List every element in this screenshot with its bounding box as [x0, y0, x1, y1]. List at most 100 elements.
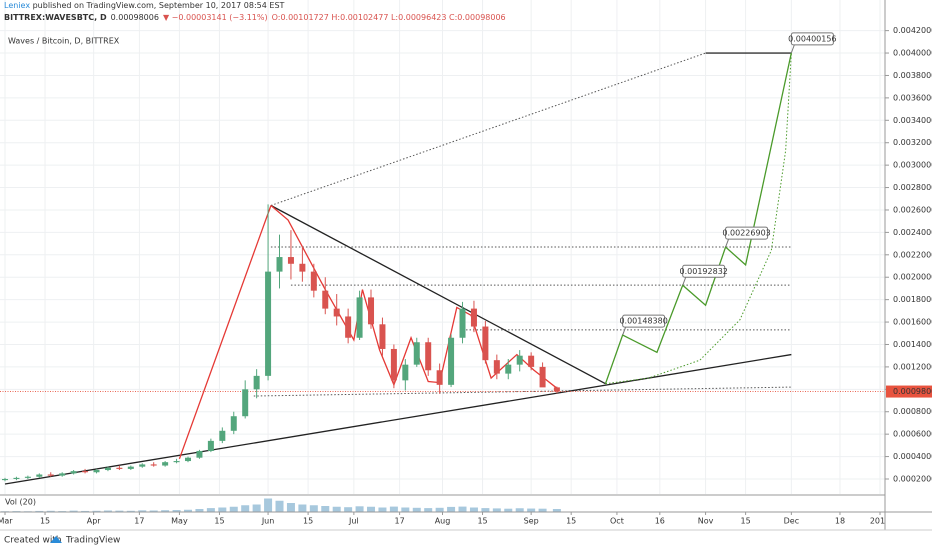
volume-bar [195, 509, 204, 512]
y-tick-label: 0.00260000 [893, 205, 932, 214]
candle-body [230, 416, 237, 431]
candle-body [162, 462, 169, 466]
ohlc: O:0.00101727 H:0.00102477 L:0.00096423 C… [272, 13, 506, 22]
candle-body [322, 290, 329, 309]
x-tick-label: 16 [655, 517, 665, 526]
candle-body [505, 364, 512, 374]
candle-body [173, 461, 180, 463]
y-tick-label: 0.00020000 [893, 474, 932, 483]
x-tick-label: 15 [741, 517, 751, 526]
candle-body [299, 263, 306, 272]
candle-body [448, 337, 455, 385]
volume-label: Vol (20) [5, 498, 36, 507]
footer-logo [50, 536, 62, 543]
candle-body [345, 316, 352, 338]
footer-brand[interactable]: TradingView [65, 536, 120, 546]
chart-title: Waves / Bitcoin, D, BITTREX [8, 37, 120, 46]
y-tick-label: 0.00280000 [893, 183, 932, 192]
y-tick-label: 0.00040000 [893, 452, 932, 461]
volume-bar [46, 510, 55, 512]
volume-bar [252, 504, 261, 512]
volume-bar [92, 510, 101, 512]
header-line-2: BITTREX:WAVESBTC, D 0.00098006 ▼ −0.000031… [4, 13, 506, 22]
volume-bar [355, 506, 364, 512]
candle-body [310, 271, 317, 291]
x-tick-label: Jul [348, 517, 359, 526]
volume-bar [275, 500, 284, 512]
volume-bar [206, 508, 215, 512]
drawing-line [253, 386, 792, 397]
publisher[interactable]: Leniex [4, 1, 30, 10]
candle-body [59, 473, 66, 476]
candle-body [436, 370, 443, 385]
candle-body [528, 355, 535, 367]
y-tick-label: 0.00160000 [893, 318, 932, 327]
y-tick-label: 0.00400000 [893, 49, 932, 58]
price-tag-label: 0.00098006 [893, 387, 932, 396]
volume-bar [424, 508, 433, 512]
candle-body [493, 360, 500, 374]
candle-body [390, 348, 397, 381]
candle-body [287, 257, 294, 264]
volume-bar [538, 508, 547, 512]
volume-bar [69, 510, 78, 512]
callout-label: 0.00192832 [680, 267, 728, 276]
callout-box [622, 314, 666, 328]
volume-bar [504, 508, 513, 512]
callout-label: 0.00148380 [619, 317, 667, 326]
candle-body [368, 297, 375, 325]
x-tick-label: 15 [566, 517, 576, 526]
volume-bar [469, 507, 478, 512]
volume-bar [115, 510, 124, 512]
y-tick-label: 0.00320000 [893, 138, 932, 147]
candle-body [379, 324, 386, 349]
candle-body [276, 257, 283, 272]
x-tick-label: 18 [835, 517, 845, 526]
y-tick-label: 0.00360000 [893, 93, 932, 102]
candle-body [196, 450, 203, 458]
x-tick-label: Aug [435, 517, 451, 526]
y-tick-label: 0.00240000 [893, 228, 932, 237]
y-tick-label: 0.00140000 [893, 340, 932, 349]
candle-body [70, 471, 77, 474]
candle-body [539, 366, 546, 388]
last: 0.00098006 [111, 13, 159, 22]
x-tick-label: Sep [524, 517, 539, 526]
drawing-line [270, 204, 606, 385]
volume-bar [412, 507, 421, 512]
y-tick-label: 0.00220000 [893, 250, 932, 259]
change: ▼ −0.00003141 (−3.11%) [163, 13, 268, 22]
x-tick-label: 15 [40, 517, 50, 526]
volume-bar [161, 510, 170, 512]
volume-bar [126, 510, 135, 512]
candle-body [36, 474, 43, 477]
volume-bar [515, 508, 524, 512]
volume-bar [458, 506, 467, 512]
candle-body [104, 467, 111, 471]
callout-stem [790, 44, 795, 54]
callout-stem [622, 326, 627, 336]
candle-body [82, 471, 89, 473]
x-tick-label: 2018 [870, 517, 890, 526]
volume-bar [332, 506, 341, 512]
y-tick-label: 0.00060000 [893, 430, 932, 439]
published: published on TradingView.com, September … [30, 1, 284, 10]
volume-bar [401, 507, 410, 512]
volume-bar [492, 508, 501, 512]
header-line-1: Leniex published on TradingView.com, Sep… [4, 1, 285, 10]
x-tick-label: Mar [0, 517, 13, 526]
candle-body [482, 326, 489, 361]
candle-body [127, 466, 134, 469]
candle-body [333, 308, 340, 317]
drawing-line [604, 52, 792, 384]
candle-body [13, 477, 20, 479]
callout-stem [725, 238, 730, 248]
candle-body [2, 478, 8, 481]
y-tick-label: 0.00420000 [893, 26, 932, 35]
candle-body [356, 297, 363, 338]
candle-body [413, 342, 420, 365]
symbol: BITTREX:WAVESBTC, D [4, 13, 107, 22]
candle-body [459, 308, 466, 338]
candle-body [516, 355, 523, 365]
